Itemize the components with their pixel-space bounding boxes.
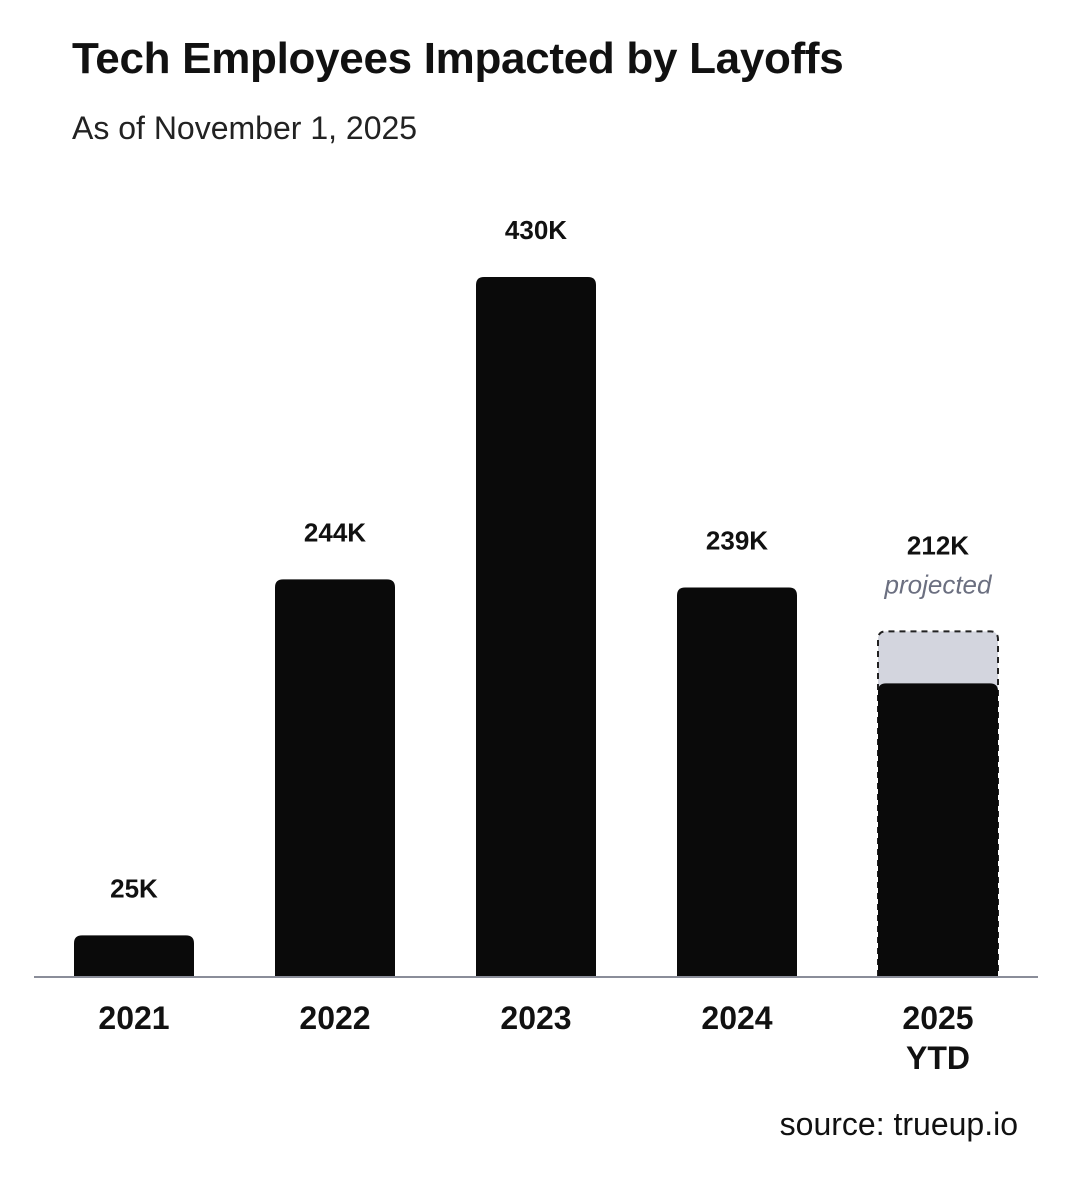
- value-label: 25K: [110, 873, 158, 903]
- value-label: 430K: [505, 215, 567, 245]
- chart-title: Tech Employees Impacted by Layoffs: [72, 34, 844, 83]
- category-label: 2022: [299, 1000, 370, 1036]
- bar-2023: [476, 277, 596, 976]
- bar-2021: [74, 935, 194, 976]
- chart-subtitle: As of November 1, 2025: [72, 110, 418, 146]
- projected-label: projected: [884, 569, 993, 599]
- category-label: YTD: [906, 1040, 970, 1076]
- category-label: 2023: [500, 1000, 571, 1036]
- value-label: 212K: [907, 530, 969, 560]
- bar-2022: [275, 579, 395, 976]
- category-label: 2025: [902, 1000, 973, 1036]
- source-note: source: trueup.io: [779, 1106, 1018, 1142]
- category-label: 2021: [98, 1000, 169, 1036]
- bar-2024: [677, 587, 797, 976]
- category-label: 2024: [701, 1000, 772, 1036]
- value-label: 244K: [304, 517, 366, 547]
- value-label: 239K: [706, 525, 768, 555]
- bar-2025-ytd: [878, 683, 998, 976]
